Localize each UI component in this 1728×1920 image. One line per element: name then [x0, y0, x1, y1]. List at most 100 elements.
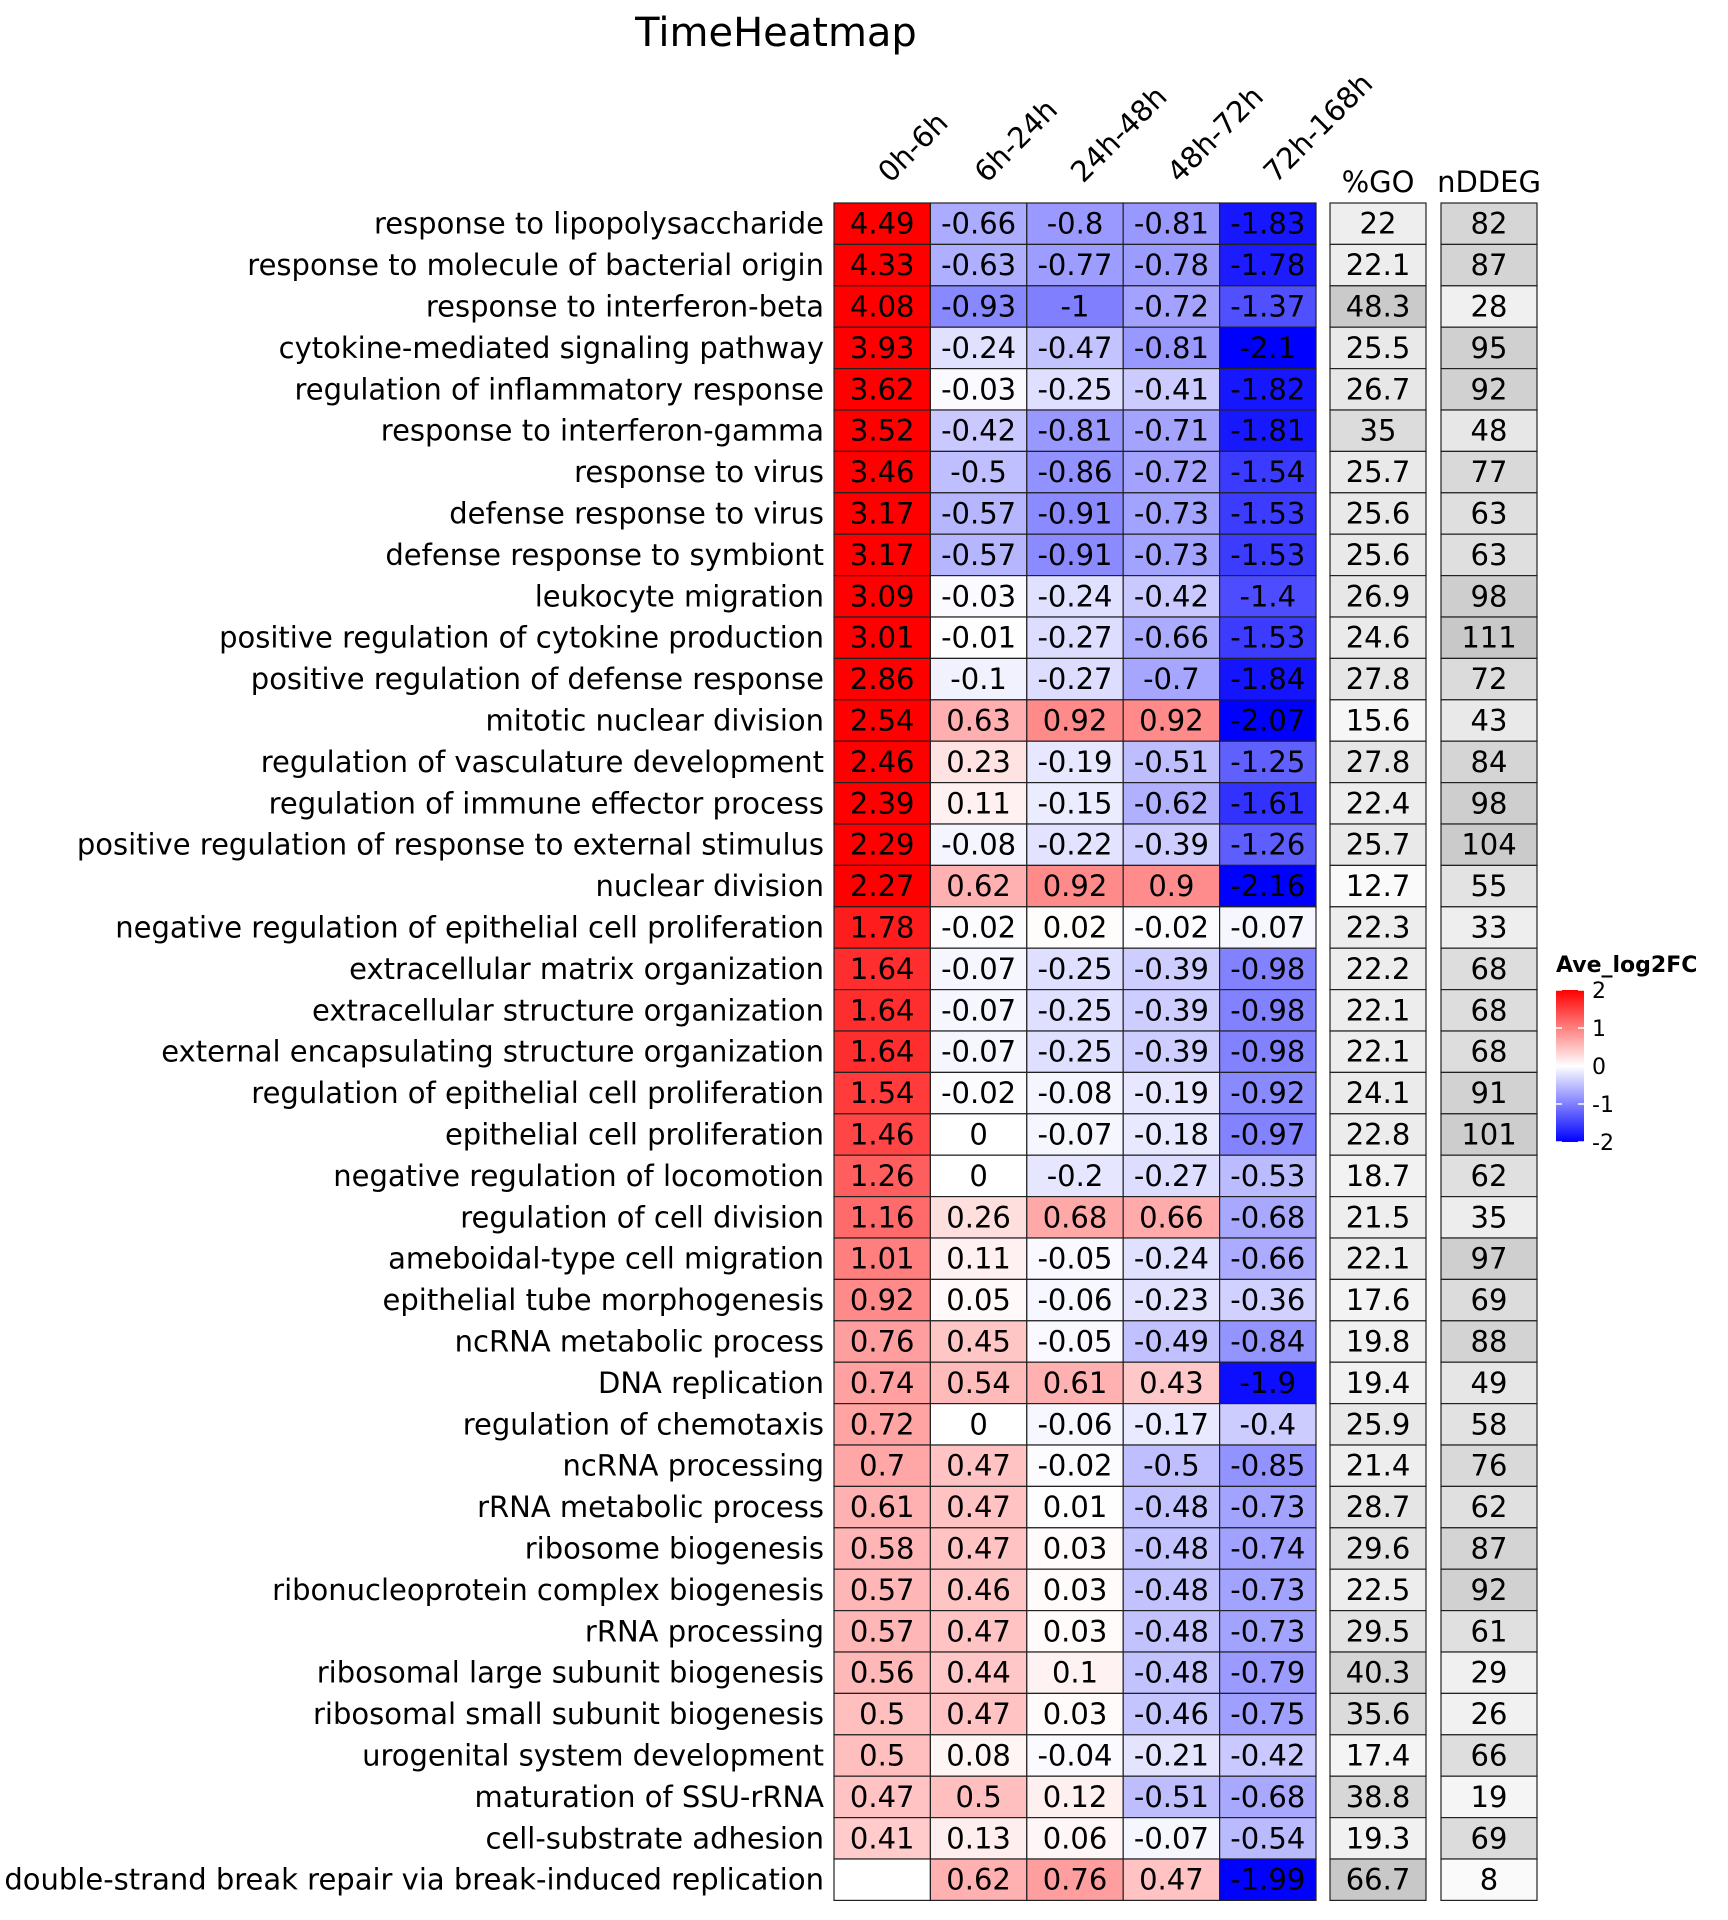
heatmap-cell: [1122, 1816, 1221, 1860]
heatmap-cell: [929, 947, 1028, 991]
go-percent-cell: [1329, 1237, 1427, 1281]
cell-value: 0.47: [1139, 1863, 1204, 1897]
heatmap-cell: [1026, 202, 1124, 246]
heatmap-cell: [1218, 1568, 1317, 1612]
cell-value: 0.58: [850, 1532, 915, 1566]
cell-value: -0.5: [950, 455, 1007, 489]
cell-value: 1.16: [850, 1200, 915, 1234]
row-label: ribosomal small subunit biogenesis: [313, 1697, 824, 1731]
cell-value: -0.02: [1037, 1449, 1112, 1483]
go-percent-value: 27.8: [1346, 745, 1411, 779]
cell-value: 0.47: [946, 1532, 1011, 1566]
row-label: response to molecule of bacterial origin: [247, 248, 824, 282]
row-label: regulation of cell division: [460, 1200, 824, 1234]
cell-value: 0.11: [946, 1242, 1011, 1276]
cell-value: -0.1: [950, 662, 1007, 696]
row-label: defense response to virus: [449, 497, 824, 531]
row-label: ncRNA processing: [562, 1449, 824, 1483]
heatmap-cell: [1218, 285, 1317, 328]
cell-value: -0.77: [1037, 248, 1112, 282]
go-percent-value: 22.1: [1346, 993, 1411, 1027]
cell-value: 0.62: [946, 869, 1011, 903]
heatmap-cell: [1026, 1195, 1124, 1239]
heatmap-cell: [833, 1113, 932, 1156]
cell-value: 0.06: [1043, 1821, 1108, 1855]
go-percent-cell: [1329, 1444, 1427, 1488]
cell-value: 0.66: [1139, 1200, 1204, 1234]
legend-tick-label: 0: [1592, 1055, 1606, 1080]
nddeg-cell: [1440, 409, 1538, 453]
go-percent-value: 26.9: [1346, 579, 1411, 613]
nddeg-value: 49: [1471, 1366, 1508, 1400]
nddeg-cell: [1440, 1195, 1538, 1239]
cell-value: -0.24: [1134, 1242, 1209, 1276]
row-label: cell-substrate adhesion: [485, 1821, 824, 1855]
cell-value: 0.92: [1043, 869, 1108, 903]
heatmap-cell: [1122, 699, 1221, 742]
go-percent-value: 25.5: [1346, 331, 1411, 365]
go-percent-value: 17.4: [1346, 1739, 1411, 1773]
nddeg-value: 61: [1471, 1614, 1508, 1648]
cell-value: 1.26: [850, 1159, 915, 1193]
nddeg-value: 92: [1471, 372, 1508, 406]
heatmap-cell: [1218, 1858, 1317, 1902]
cell-value: 0.47: [946, 1614, 1011, 1648]
nddeg-value: 35: [1471, 1200, 1508, 1234]
heatmap-cell: [929, 326, 1028, 370]
cell-value: -2.16: [1230, 869, 1305, 903]
cell-value: 0.61: [1043, 1366, 1108, 1400]
heatmap-cell: [1218, 699, 1317, 742]
cell-value: -1.54: [1230, 455, 1305, 489]
cell-value: -0.48: [1134, 1532, 1209, 1566]
nddeg-value: 33: [1471, 911, 1508, 945]
go-percent-cell: [1329, 1816, 1427, 1860]
go-percent-value: 22.5: [1346, 1573, 1411, 1607]
row-label: regulation of epithelial cell proliferat…: [251, 1076, 824, 1110]
nddeg-header: nDDEG: [1437, 165, 1541, 199]
cell-value: -0.73: [1134, 538, 1209, 572]
legend-tick-label: 2: [1592, 979, 1606, 1004]
heatmap-cell: [1218, 1775, 1317, 1819]
cell-value: 0.41: [850, 1821, 915, 1855]
heatmap-cell: [1122, 657, 1221, 701]
cell-value: -0.73: [1230, 1573, 1305, 1607]
heatmap-cell: [1218, 1030, 1317, 1074]
cell-value: -0.54: [1230, 1821, 1305, 1855]
cell-value: -0.42: [1230, 1739, 1305, 1773]
go-percent-cell: [1329, 285, 1427, 328]
go-percent-cell: [1329, 988, 1427, 1032]
cell-value: 1.64: [850, 952, 915, 986]
cell-value: 0.72: [850, 1407, 915, 1441]
cell-value: -2.07: [1230, 704, 1305, 738]
cell-value: 0.63: [946, 704, 1011, 738]
cell-value: 4.33: [850, 248, 915, 282]
heatmap-cell: [929, 285, 1028, 328]
heatmap-cell: [833, 823, 932, 867]
cell-value: -1.37: [1230, 290, 1305, 324]
cell-value: -0.51: [1134, 1780, 1209, 1814]
cell-value: -0.23: [1134, 1283, 1209, 1317]
heatmap-cell: [1026, 492, 1124, 535]
go-percent-cell: [1329, 1278, 1427, 1322]
cell-value: -0.98: [1230, 993, 1305, 1027]
go-percent-value: 25.7: [1346, 828, 1411, 862]
heatmap-cell: [1026, 533, 1124, 577]
nddeg-cell: [1440, 988, 1538, 1032]
heatmap-cell: [1026, 781, 1124, 825]
heatmap-cell: [833, 1237, 932, 1281]
row-label: leukocyte migration: [535, 579, 824, 613]
heatmap-cell: [929, 1237, 1028, 1281]
nddeg-cell: [1440, 1402, 1538, 1446]
row-label: rRNA metabolic process: [477, 1490, 824, 1524]
nddeg-cell: [1440, 492, 1538, 535]
go-percent-cell: [1329, 1402, 1427, 1446]
cell-value: 2.39: [850, 786, 915, 820]
cell-value: -0.63: [941, 248, 1016, 282]
go-percent-value: 17.6: [1346, 1283, 1411, 1317]
heatmap-cell: [929, 864, 1028, 908]
cell-value: -0.25: [1037, 1035, 1112, 1069]
cell-value: 2.54: [850, 704, 915, 738]
cell-value: -0.41: [1134, 372, 1209, 406]
cell-value: 0.92: [1043, 704, 1108, 738]
heatmap-cell: [1122, 574, 1221, 618]
